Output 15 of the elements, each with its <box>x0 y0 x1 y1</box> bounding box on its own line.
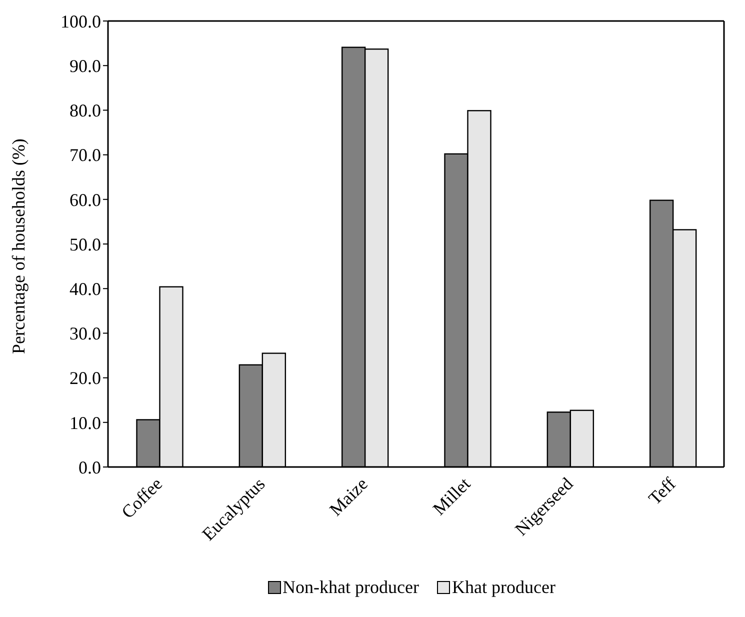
y-tick-label: 70.0 <box>70 145 101 166</box>
y-axis-title: Percentage of households (%) <box>8 138 28 354</box>
y-tick-label: 0.0 <box>78 457 101 478</box>
y-tick-label: 20.0 <box>70 368 101 388</box>
legend-label: Non-khat producer <box>282 577 419 598</box>
y-tick-label: 60.0 <box>70 190 101 210</box>
y-tick-label: 30.0 <box>70 324 101 344</box>
y-tick-label: 90.0 <box>70 56 101 76</box>
y-tick-label: 40.0 <box>70 278 101 299</box>
y-tick-label: 50.0 <box>70 234 101 254</box>
legend-label: Khat producer <box>450 577 556 598</box>
y-tick-label: 10.0 <box>70 412 101 433</box>
y-tick-label: 100.0 <box>60 11 101 32</box>
y-tick-label: 80.0 <box>70 100 101 121</box>
x-tick-label: Teff <box>644 474 680 509</box>
